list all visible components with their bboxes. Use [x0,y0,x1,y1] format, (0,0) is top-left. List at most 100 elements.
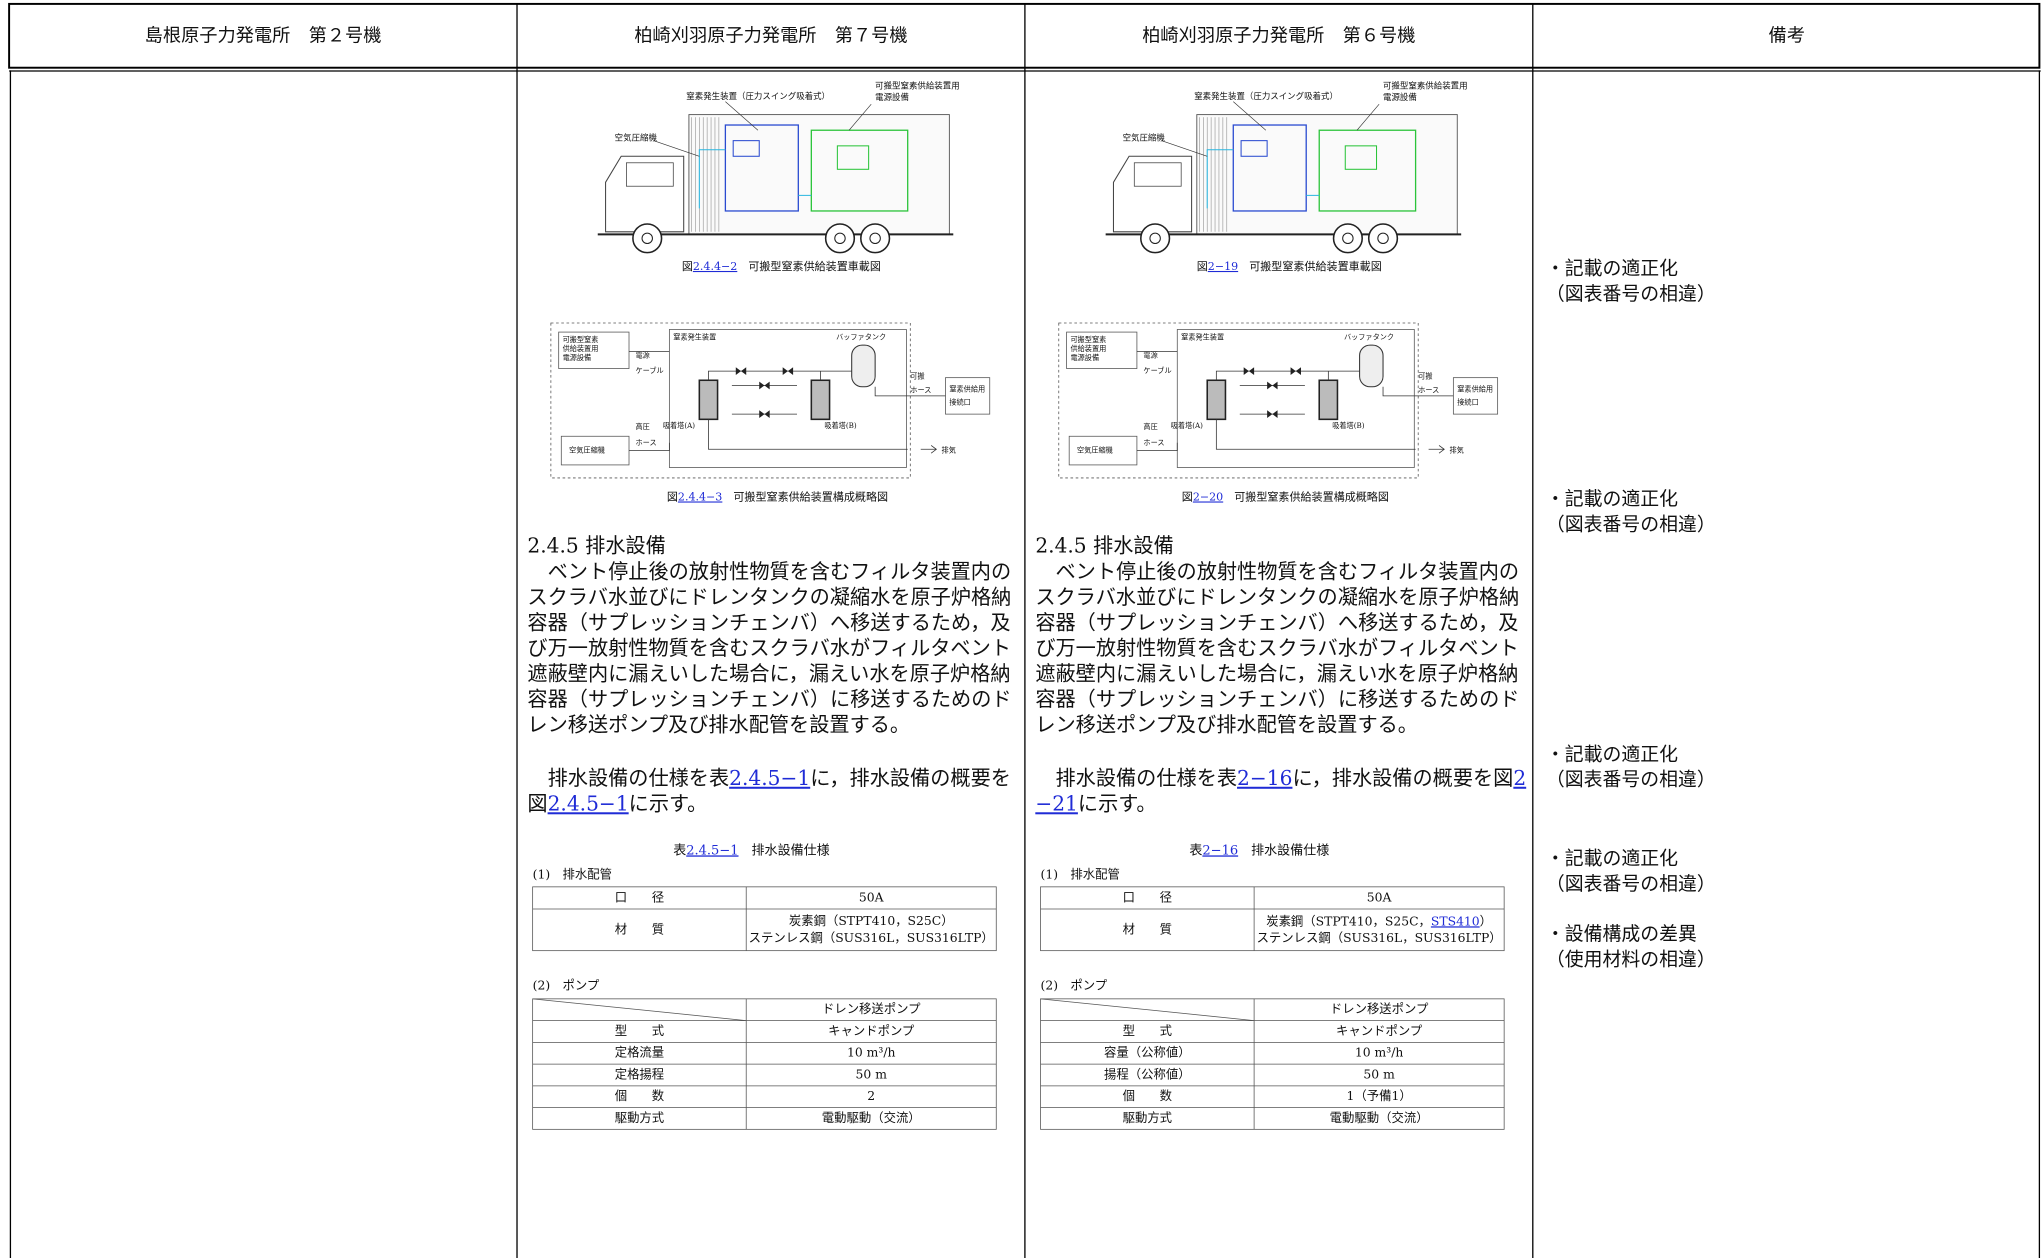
text-segment: 図 [527,791,547,815]
remark: ・記載の適正化 [1546,488,1678,510]
link-reference: 2 [1513,765,1526,789]
figure-label: 接続口 [1457,397,1478,406]
table-subheading: (1) 排水配管 [1041,867,1120,882]
truck-hub [1342,232,1354,245]
figure-label: 空気圧縮機 [615,133,658,143]
figure-caption: 図2−19 可搬型窒素供給装置車載図 [1197,259,1382,273]
link-reference: 2.4.5−1 [729,765,810,789]
table-cell: 個 数 [615,1088,664,1103]
figure-label: 排気 [942,446,956,455]
figure-label: 電源設備 [1383,92,1417,102]
text-segment: 排水設備仕様 [739,842,830,858]
valve [782,367,794,376]
leader [725,101,759,131]
text-segment: 図 [1182,490,1193,503]
body-text: 遮蔽壁内に漏えいした場合に，漏えい水を原子炉格納 [1035,662,1518,686]
link-reference: 2.4.4−2 [693,260,737,273]
body-text: ベント停止後の放射性物質を含むフィルタ装置内の [1035,560,1519,584]
body-text: 遮蔽壁内に漏えいした場合に，漏えい水を原子炉格納 [527,662,1010,686]
remark: ・設備構成の差異 [1546,923,1697,945]
text-segment: 可搬型窒素供給装置車載図 [737,259,881,273]
valve [1290,367,1301,376]
figure-label: ホース [1418,386,1439,395]
section-heading: 2.4.5 排水設備 [527,533,665,557]
table-cell: 炭素鋼（STPT410，S25C） [789,914,954,928]
figure-label: 電源設備 [563,353,592,362]
valve [735,367,747,376]
truck-wheel [632,223,663,254]
table-cell: 電動駆動（交流） [1330,1110,1429,1125]
text-segment: 図 [682,260,693,273]
table-caption: 表2−16 排水設備仕様 [1189,842,1329,858]
text-segment: ） [1480,914,1492,928]
table-cell: 型 式 [615,1024,664,1038]
table-cell: 50 m [1363,1067,1395,1081]
figure-label: 電源設備 [1070,353,1099,362]
figure-label: 窒素発生装置 [673,332,716,341]
figure-label: バッファタンク [1344,332,1394,341]
text-segment: 可搬型窒素供給装置構成概略図 [1223,489,1389,503]
table-cell: 10 m³/h [847,1046,895,1060]
truck-hub [641,232,653,245]
remark: ・記載の適正化 [1546,848,1678,870]
table-cell: 口 径 [615,890,664,904]
body-text: スクラバ水並びにドレンタンクの凝縮水を原子炉格納 [527,585,1011,609]
table-cell: 個 数 [1123,1088,1172,1103]
system-boundary [1058,322,1419,479]
table-cell: 50A [1367,890,1393,904]
remark: ・記載の適正化 [1546,743,1678,765]
tower-a [698,379,719,421]
figure-label: 可搬型窒素 [1070,335,1106,344]
table-subheading: (2) ポンプ [1041,978,1108,992]
text-segment: 可搬型窒素供給装置構成概略図 [722,489,888,503]
truck-wheel [1367,223,1399,254]
column-header: 備考 [1769,25,1805,46]
diagonal-rule [1040,998,1255,1021]
table-cell: 型 式 [1123,1024,1172,1038]
remark: （図表番号の相違） [1546,513,1716,535]
remark: （図表番号の相違） [1546,769,1716,791]
figure-label: 窒素発生装置（圧力スイング吸着式） [1194,91,1338,101]
table-cell: キャンドポンプ [1336,1024,1423,1038]
figure-label: 吸着塔(A) [1171,421,1203,430]
figure-label: バッファタンク [836,332,886,341]
remark: ・記載の適正化 [1546,258,1678,280]
nitrogen-generator [1232,124,1307,212]
leader [1356,103,1380,131]
generator-panel [732,140,760,157]
figure-label: 吸着塔(A) [663,421,695,430]
text-segment: 排水設備仕様 [1238,842,1329,858]
text-segment: 排水設備の仕様を表 [1035,765,1237,789]
remark: （図表番号の相違） [1546,873,1716,895]
link-reference: 2−16 [1202,843,1238,858]
table-frame [1040,886,1505,952]
table-cell: 駆動方式 [1123,1110,1172,1125]
power-box [1066,331,1138,369]
table-caption: 表2.4.5−1 排水設備仕様 [673,842,829,858]
table-subheading: (1) 排水配管 [533,867,612,882]
figure-label: 供給装置用 [1070,344,1106,353]
valve [1267,410,1278,419]
figure-label: 空気圧縮機 [569,446,605,455]
power-box [558,331,630,369]
text-segment: 図 [667,490,678,503]
figure-label: 吸着塔(B) [1332,421,1365,430]
truck-hub [834,232,846,245]
text-segment: に，排水設備の概要を図 [1292,765,1513,789]
table-cell: キャンドポンプ [828,1024,915,1038]
remark: （使用材料の相違） [1546,948,1716,970]
figure-label: 空気圧縮機 [1123,133,1166,143]
figure-label: 接続口 [949,397,970,406]
body-text: 容器（サプレッションチェンバ）に移送するためのド [527,687,1011,711]
table-cell: 容量（公称値） [1104,1045,1191,1060]
leader [1161,140,1208,157]
table-cell: 口 径 [1123,890,1172,904]
figure-label: 可搬 [1418,371,1432,380]
text-segment: 図 [1197,260,1208,273]
link-reference: −21 [1035,791,1078,815]
figure-label: 供給装置用 [563,344,599,353]
text-segment: 排水設備の仕様を表 [527,765,729,789]
buffer-tank [1359,344,1384,388]
